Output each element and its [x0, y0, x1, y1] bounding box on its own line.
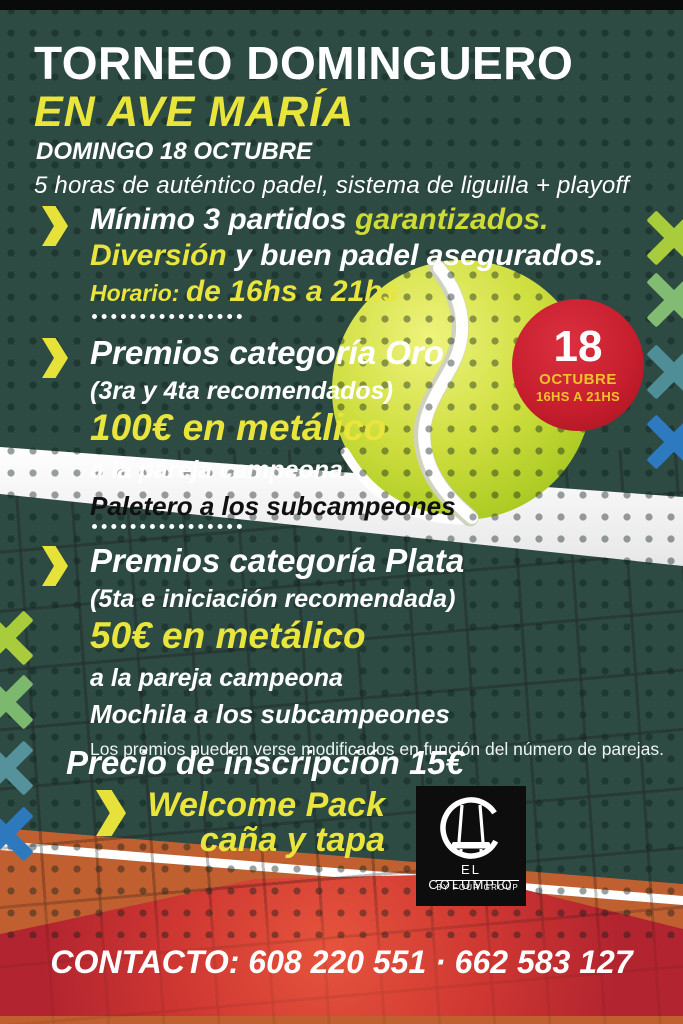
badge-day: 18 [553, 322, 603, 372]
intro-line-1: Mínimo 3 partidos garantizados. [90, 202, 604, 238]
gold-prizes-section: Premios categoría Oro (3ra y 4ta recomen… [90, 334, 456, 522]
poster-title: TORNEO DOMINGUERO [34, 37, 574, 89]
intro-line-2: Diversión y buen padel asegurados. [90, 238, 604, 274]
logo-byline: BY FOUR GROUP [436, 880, 519, 892]
intro-line2-highlight: Diversión [90, 239, 236, 272]
gold-heading: Premios categoría Oro [90, 334, 444, 371]
silver-prize: 50€ en metálico [90, 615, 366, 656]
cross-marker-icon [0, 674, 34, 730]
date-badge: 18 OCTUBRE 16HS A 21HS [512, 299, 644, 431]
silver-prizes-section: Premios categoría Plata (5ta e iniciació… [90, 542, 664, 760]
intro-text: Mínimo 3 partidos garantizados. Diversió… [90, 202, 604, 311]
gold-prize: 100€ en metálico [90, 407, 387, 448]
cross-marker-icon [0, 610, 34, 666]
poster-date: DOMINGO 18 OCTUBRE [36, 138, 313, 165]
cross-marker-icon [646, 272, 683, 328]
swing-logo-icon [440, 797, 502, 859]
prizes-note: Los premios pueden verse modificados en … [90, 739, 664, 759]
schedule-label: Horario: [90, 280, 186, 306]
schedule-line: Horario: de 16hs a 21hs [90, 274, 604, 311]
cross-marker-icon [0, 740, 34, 796]
badge-hours: 16HS A 21HS [536, 388, 620, 404]
cross-marker-icon [0, 806, 34, 862]
poster-location: EN AVE MARÍA [34, 88, 355, 136]
silver-heading: Premios categoría Plata [90, 542, 465, 579]
silver-runner-up: Mochila a los subcampeones [90, 699, 450, 729]
cross-marker-icon [646, 344, 683, 400]
gold-runner-up: Paletero a los subcampeones [90, 491, 456, 521]
welcome-pack-line1: Welcome Pack [147, 786, 385, 824]
welcome-pack: Welcome Pack caña y tapa [140, 788, 385, 857]
cross-marker-icon [646, 210, 683, 266]
silver-subheading: (5ta e iniciación recomendada) [90, 585, 456, 613]
dotted-separator [92, 524, 242, 529]
intro-line1-highlight: garantizados. [355, 203, 549, 236]
contact-banner-shape [0, 874, 683, 1016]
contact-line: CONTACTO: 608 220 551 · 662 583 127 [50, 944, 633, 980]
dotted-separator [92, 314, 242, 319]
el-columpio-logo: EL COLUMPIO BY FOUR GROUP [416, 786, 526, 906]
entry-price: Precio de inscripción 15€ [66, 744, 464, 781]
badge-month: OCTUBRE [539, 370, 617, 388]
top-black-bar [0, 0, 683, 10]
silver-recipient: a la pareja campeona [90, 664, 343, 692]
welcome-pack-line2: caña y tapa [199, 820, 385, 859]
intro-line2-end: y buen padel asegurados. [235, 239, 604, 272]
gold-subheading: (3ra y 4ta recomendados) [90, 377, 393, 405]
gold-recipient: a la pareja campeona [90, 456, 343, 484]
intro-line1-start: Mínimo 3 partidos [90, 203, 356, 236]
schedule-value: de 16hs a 21hs [185, 275, 400, 308]
cross-marker-icon [646, 414, 683, 470]
poster-tagline: 5 horas de auténtico padel, sistema de l… [34, 172, 630, 199]
